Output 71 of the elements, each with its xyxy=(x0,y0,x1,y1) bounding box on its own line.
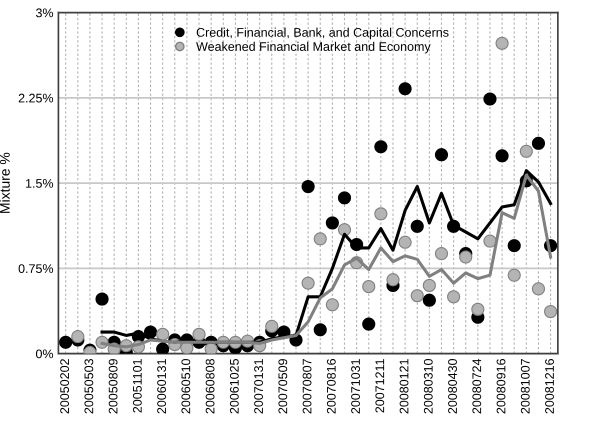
legend-label: Credit, Financial, Bank, and Capital Concerns xyxy=(196,28,449,40)
y-axis-title: Mixture % xyxy=(0,152,10,213)
point xyxy=(471,302,484,316)
point xyxy=(508,239,521,252)
x-tick-label: 20070816 xyxy=(326,359,336,414)
point xyxy=(483,234,497,248)
point xyxy=(532,282,546,296)
x-tick-label: 20070807 xyxy=(302,359,312,414)
point xyxy=(338,223,352,236)
y-tick-label: 2.25% xyxy=(18,94,54,103)
point xyxy=(496,149,509,162)
point xyxy=(71,330,84,344)
point xyxy=(374,207,388,220)
x-tick-label: 20080916 xyxy=(496,359,506,414)
x-tick-label: 20081216 xyxy=(545,359,554,414)
point xyxy=(459,250,472,264)
x-tick-label: 20070509 xyxy=(278,359,288,414)
point xyxy=(314,232,327,246)
x-tick-label: 20071031 xyxy=(351,359,360,414)
point xyxy=(338,191,352,204)
point xyxy=(398,82,412,96)
x-tick-label: 20060131 xyxy=(157,359,166,414)
x-tick-label: 20081007 xyxy=(520,359,530,414)
point xyxy=(265,320,278,333)
x-tick-label: 20051101 xyxy=(132,359,142,413)
x-tick-label: 20061025 xyxy=(230,359,239,414)
point xyxy=(434,148,448,162)
x-tick-label: 20080310 xyxy=(424,358,433,414)
point xyxy=(447,290,460,304)
y-tick-label: 1.5% xyxy=(26,178,54,188)
point xyxy=(204,342,218,354)
point xyxy=(386,273,400,286)
y-tick-label: 0.75% xyxy=(18,264,54,274)
x-tick-label: 20060808 xyxy=(206,359,215,414)
x-tick-label: 20080724 xyxy=(472,358,482,414)
point xyxy=(422,294,436,307)
point xyxy=(398,236,412,249)
point xyxy=(483,92,497,106)
x-tick-label: 20060510 xyxy=(181,358,190,414)
legend-label: Weakened Financial Market and Economy xyxy=(196,42,431,54)
x-tick-label: 20050202 xyxy=(60,359,70,414)
point xyxy=(326,298,339,312)
point xyxy=(326,216,339,230)
point xyxy=(95,292,109,306)
x-tick-label: 20050809 xyxy=(108,359,118,414)
point xyxy=(496,36,509,50)
x-tick-label: 20080430 xyxy=(448,358,457,414)
y-tick-label: 0% xyxy=(36,349,54,358)
point xyxy=(192,328,206,341)
point xyxy=(544,305,558,318)
point xyxy=(434,247,448,260)
point xyxy=(59,336,72,349)
point xyxy=(156,328,170,341)
point xyxy=(374,140,388,154)
x-tick-label: 20050503 xyxy=(84,359,94,414)
point xyxy=(314,323,327,336)
x-tick-label: 20071211 xyxy=(375,359,384,413)
point xyxy=(532,136,546,150)
point xyxy=(362,280,376,294)
x-tick-label: 20080121 xyxy=(400,359,408,414)
point xyxy=(362,318,376,331)
point xyxy=(422,278,436,292)
point xyxy=(302,180,315,194)
point xyxy=(302,276,315,290)
x-tick-label: 20070131 xyxy=(254,359,263,414)
point xyxy=(508,268,521,282)
point xyxy=(410,289,424,302)
y-tick-label: 3% xyxy=(36,8,54,18)
point xyxy=(520,144,533,158)
point xyxy=(156,342,170,354)
point xyxy=(410,220,424,233)
